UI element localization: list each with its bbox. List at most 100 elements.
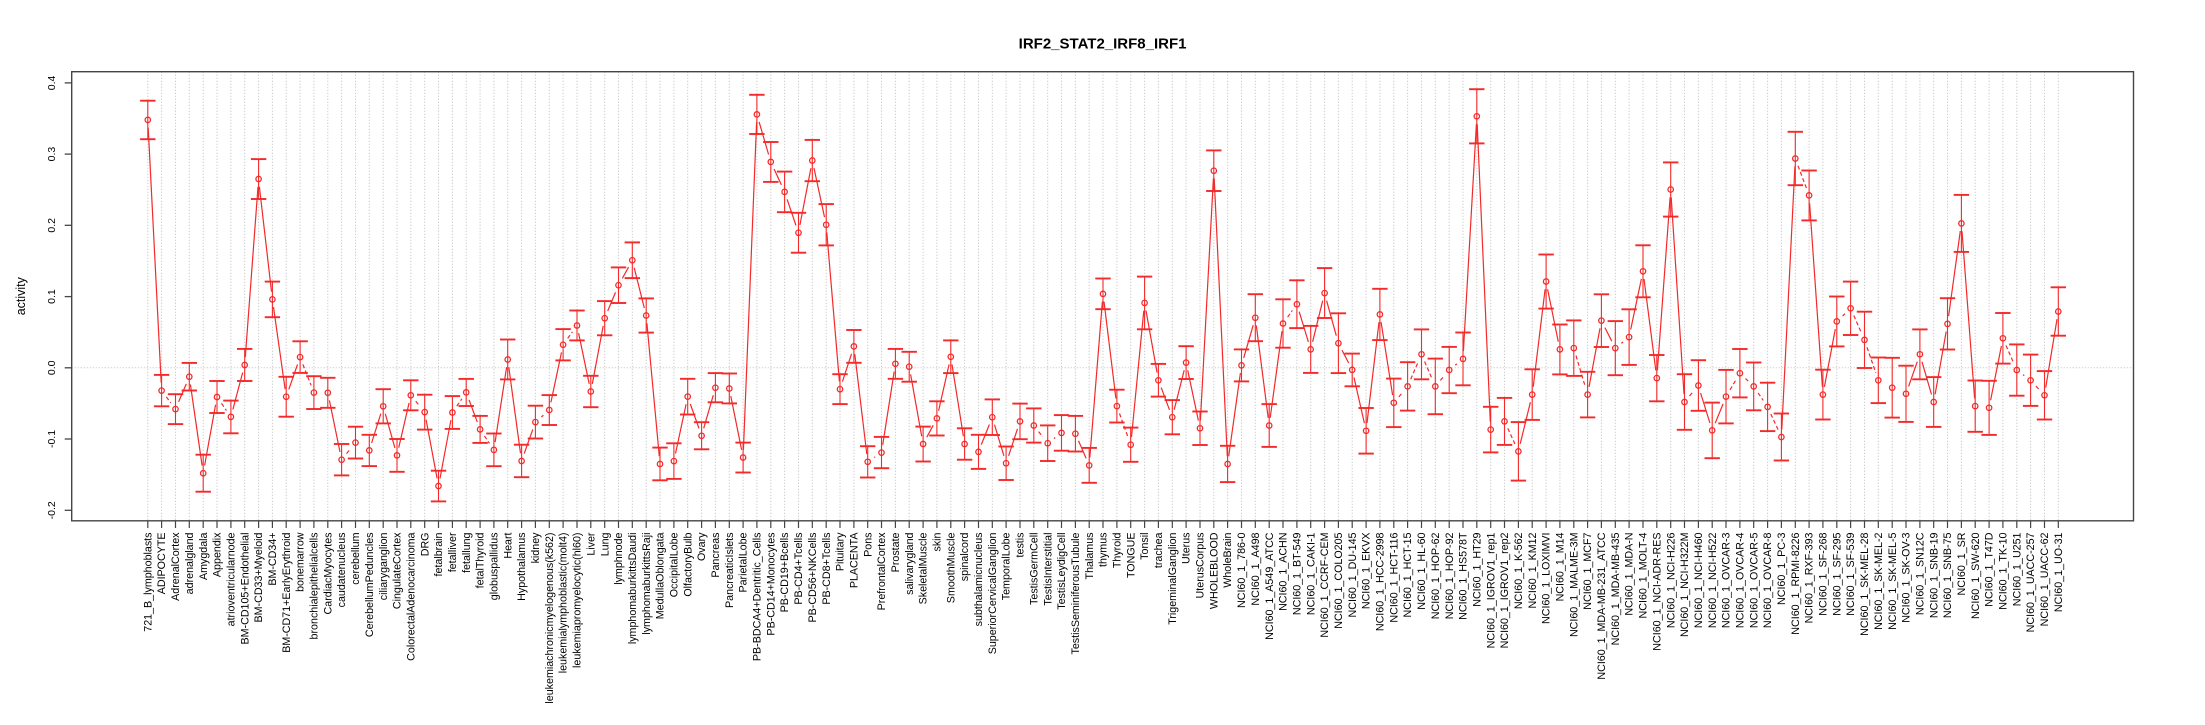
- svg-text:NCI60_1_RPMI-8226: NCI60_1_RPMI-8226: [1790, 532, 1802, 634]
- svg-text:NCI60_1_MOLT-4: NCI60_1_MOLT-4: [1638, 532, 1650, 618]
- svg-text:Pituitary: Pituitary: [835, 532, 847, 571]
- svg-text:NCI60_1_CCRF-CEM: NCI60_1_CCRF-CEM: [1319, 532, 1331, 637]
- svg-text:trachea: trachea: [1153, 532, 1165, 568]
- svg-text:NCI60_1_MALME-3M: NCI60_1_MALME-3M: [1568, 532, 1580, 637]
- svg-text:NCI60_1_U251: NCI60_1_U251: [2011, 532, 2023, 606]
- svg-text:SuperiorCervicalGanglion: SuperiorCervicalGanglion: [987, 532, 999, 654]
- svg-text:Ovary: Ovary: [696, 532, 708, 561]
- svg-text:721_B_lymphoblasts: 721_B_lymphoblasts: [142, 533, 154, 632]
- svg-text:TONGUE: TONGUE: [1125, 533, 1137, 579]
- svg-text:Thyroid: Thyroid: [1112, 532, 1124, 568]
- svg-text:NCI60_1_SW-620: NCI60_1_SW-620: [1970, 532, 1982, 619]
- svg-text:TrigeminalGanglion: TrigeminalGanglion: [1167, 532, 1179, 624]
- svg-text:NCI60_1_SNB-19: NCI60_1_SNB-19: [1928, 532, 1940, 618]
- svg-text:BM-CD34+: BM-CD34+: [267, 533, 279, 586]
- svg-text:PB-CD4+Tcells: PB-CD4+Tcells: [793, 533, 805, 605]
- svg-text:caudatenucleus: caudatenucleus: [336, 533, 348, 608]
- svg-text:kidney: kidney: [530, 532, 542, 564]
- svg-text:NCI60_1_SF-295: NCI60_1_SF-295: [1831, 532, 1843, 615]
- svg-text:NCI60_1_A549_ATCC: NCI60_1_A549_ATCC: [1264, 532, 1276, 640]
- svg-text:NCI60_1_MDA-MB-435: NCI60_1_MDA-MB-435: [1610, 532, 1622, 645]
- svg-text:TestisInterstitial: TestisInterstitial: [1042, 533, 1054, 606]
- svg-text:NCI60_1_OVCAR-4: NCI60_1_OVCAR-4: [1735, 532, 1747, 628]
- svg-text:TestisSeminiferousTubule: TestisSeminiferousTubule: [1070, 532, 1082, 654]
- svg-text:NCI60_1_HS578T: NCI60_1_HS578T: [1458, 532, 1470, 620]
- svg-text:NCI60_1_TK-10: NCI60_1_TK-10: [1998, 532, 2010, 609]
- svg-text:NCI60_1_SK-MEL-2: NCI60_1_SK-MEL-2: [1873, 532, 1885, 629]
- svg-text:MedullaOblongata: MedullaOblongata: [655, 532, 667, 619]
- svg-text:NCI60_1_SK-MEL-5: NCI60_1_SK-MEL-5: [1887, 532, 1899, 629]
- svg-text:AdrenalCortex: AdrenalCortex: [170, 532, 182, 601]
- svg-text:fetalbrain: fetalbrain: [433, 532, 445, 576]
- svg-text:NCI60_1_EKVX: NCI60_1_EKVX: [1361, 533, 1373, 610]
- svg-text:Heart: Heart: [502, 532, 514, 558]
- svg-text:OlfactoryBulb: OlfactoryBulb: [682, 532, 694, 596]
- svg-text:NCI60_1_NCI-H460: NCI60_1_NCI-H460: [1693, 532, 1705, 628]
- svg-text:NCI60_1_KM12: NCI60_1_KM12: [1527, 532, 1539, 608]
- svg-text:fetalThyroid: fetalThyroid: [475, 532, 487, 588]
- svg-text:spinalcord: spinalcord: [959, 532, 971, 581]
- svg-text:NCI60_1_IGROV1_rep2: NCI60_1_IGROV1_rep2: [1499, 532, 1511, 648]
- svg-text:0.3: 0.3: [46, 147, 58, 162]
- svg-text:SkeletalMuscle: SkeletalMuscle: [918, 532, 930, 604]
- svg-text:SmoothMuscle: SmoothMuscle: [945, 532, 957, 603]
- svg-text:ParietalLobe: ParietalLobe: [738, 532, 750, 592]
- svg-text:NCI60_1_NCI-H522: NCI60_1_NCI-H522: [1707, 532, 1719, 628]
- svg-text:lymphnode: lymphnode: [613, 532, 625, 584]
- svg-text:NCI60_1_HL-60: NCI60_1_HL-60: [1416, 532, 1428, 609]
- svg-text:thymus: thymus: [1098, 533, 1110, 567]
- svg-text:NCI60_1_HOP-62: NCI60_1_HOP-62: [1430, 532, 1442, 619]
- svg-text:NCI60_1_T47D: NCI60_1_T47D: [1984, 532, 1996, 607]
- svg-text:NCI60_1_SN12C: NCI60_1_SN12C: [1915, 532, 1927, 615]
- svg-text:-0.2: -0.2: [46, 501, 58, 519]
- svg-text:BM-CD105+Endothelial: BM-CD105+Endothelial: [239, 533, 251, 645]
- svg-text:NCI60_1_OVCAR-8: NCI60_1_OVCAR-8: [1762, 532, 1774, 628]
- svg-text:leukemiachronicmyelogenous(k56: leukemiachronicmyelogenous(k562): [544, 533, 556, 704]
- svg-text:NCI60_1_SR: NCI60_1_SR: [1956, 532, 1968, 595]
- svg-text:NCI60_1_UACC-257: NCI60_1_UACC-257: [2025, 532, 2037, 632]
- svg-text:NCI60_1_HCT-15: NCI60_1_HCT-15: [1402, 532, 1414, 617]
- svg-text:NCI60_1_K-562: NCI60_1_K-562: [1513, 532, 1525, 609]
- svg-text:NCI60_1_HT29: NCI60_1_HT29: [1471, 532, 1483, 606]
- svg-text:CerebellumPeduncles: CerebellumPeduncles: [364, 533, 376, 638]
- svg-text:fetalliver: fetalliver: [447, 532, 459, 572]
- svg-text:IRF2_STAT2_IRF8_IRF1: IRF2_STAT2_IRF8_IRF1: [1019, 36, 1187, 53]
- svg-text:NCI60_1_NCI-ADR-RES: NCI60_1_NCI-ADR-RES: [1651, 533, 1663, 651]
- svg-text:NCI60_1_NCI-H322M: NCI60_1_NCI-H322M: [1679, 532, 1691, 637]
- svg-text:0.0: 0.0: [46, 360, 58, 375]
- svg-text:globuspallidus: globuspallidus: [489, 533, 501, 601]
- svg-text:skin: skin: [932, 532, 944, 551]
- svg-text:NCI60_1_DU-145: NCI60_1_DU-145: [1347, 532, 1359, 617]
- svg-text:BM-CD71+EarlyErythroid: BM-CD71+EarlyErythroid: [281, 532, 293, 652]
- svg-text:Pancreas: Pancreas: [710, 533, 722, 578]
- svg-text:NCI60_1_COLO205: NCI60_1_COLO205: [1333, 532, 1345, 628]
- svg-text:salivarygland: salivarygland: [904, 532, 916, 594]
- svg-text:0.2: 0.2: [46, 218, 58, 233]
- svg-text:lymphomaburkittsRaji: lymphomaburkittsRaji: [641, 533, 653, 635]
- svg-text:WholeBrain: WholeBrain: [1222, 532, 1234, 587]
- svg-text:NCI60_1_NCI-H226: NCI60_1_NCI-H226: [1665, 532, 1677, 628]
- svg-text:CardiacMyocytes: CardiacMyocytes: [322, 533, 334, 615]
- svg-text:TestisLeydigCell: TestisLeydigCell: [1056, 533, 1068, 610]
- svg-text:Appendix: Appendix: [212, 532, 224, 577]
- svg-text:NCI60_1_RXF-393: NCI60_1_RXF-393: [1804, 532, 1816, 623]
- svg-text:leukemiapromyelocytic(hl60): leukemiapromyelocytic(hl60): [572, 533, 584, 668]
- svg-text:Uterus: Uterus: [1181, 533, 1193, 564]
- svg-text:subthalamicnucleus: subthalamicnucleus: [973, 533, 985, 627]
- svg-text:NCI60_1_A498: NCI60_1_A498: [1250, 532, 1262, 605]
- svg-text:NCI60_1_SF-539: NCI60_1_SF-539: [1845, 532, 1857, 615]
- svg-text:PancreaticIslets: PancreaticIslets: [724, 533, 736, 608]
- svg-text:NCI60_1_MCF7: NCI60_1_MCF7: [1582, 532, 1594, 609]
- svg-text:adrenalgland: adrenalgland: [184, 532, 196, 594]
- svg-text:NCI60_1_CAKI-1: NCI60_1_CAKI-1: [1305, 532, 1317, 615]
- svg-text:0.4: 0.4: [46, 75, 58, 90]
- svg-text:activity: activity: [14, 276, 28, 315]
- svg-text:Prostate: Prostate: [890, 532, 902, 572]
- svg-text:TemporalLobe: TemporalLobe: [1001, 532, 1013, 600]
- svg-text:bronchialepithelialcells: bronchialepithelialcells: [309, 533, 321, 640]
- svg-text:NCI60_1_UACC-62: NCI60_1_UACC-62: [2039, 532, 2051, 626]
- svg-text:PLACENTA: PLACENTA: [849, 532, 861, 588]
- svg-text:fetallung: fetallung: [461, 532, 473, 572]
- svg-text:ColorectalAdenocarcinoma: ColorectalAdenocarcinoma: [405, 532, 417, 660]
- svg-text:NCI60_1_PC-3: NCI60_1_PC-3: [1776, 532, 1788, 605]
